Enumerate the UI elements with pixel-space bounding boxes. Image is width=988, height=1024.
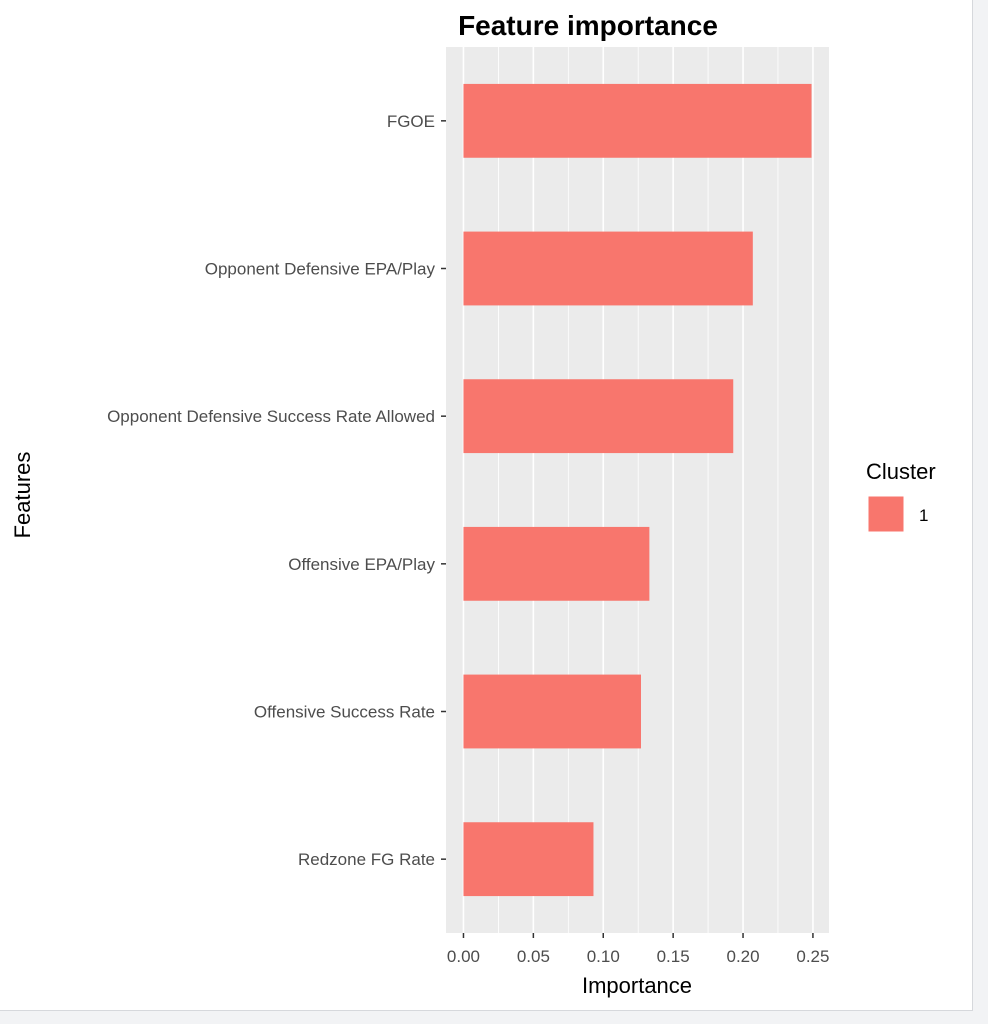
legend: Cluster 1	[866, 459, 936, 533]
y-tick-label: Offensive EPA/Play	[288, 555, 435, 574]
y-axis: FGOE Opponent Defensive EPA/Play Opponent …	[107, 112, 446, 869]
y-tick-label: Offensive Success Rate	[254, 703, 435, 722]
y-tick-label: FGOE	[387, 112, 435, 131]
bars-group	[463, 83, 812, 897]
x-tick-label: 0.10	[587, 947, 620, 966]
bar-4	[463, 526, 650, 601]
plot-panel	[446, 47, 829, 933]
bar-1	[463, 83, 812, 158]
y-axis-title: Features	[10, 452, 35, 539]
bar-2	[463, 231, 753, 306]
x-tick-label: 0.15	[657, 947, 690, 966]
x-tick-label: 0.20	[726, 947, 759, 966]
y-tick-label: Opponent Defensive EPA/Play	[205, 260, 436, 279]
y-tick-label: Opponent Defensive Success Rate Allowed	[107, 407, 435, 426]
x-tick-label: 0.25	[796, 947, 829, 966]
legend-key-swatch	[867, 495, 905, 533]
chart-canvas: Feature importance FGOE Opponent Defensiv…	[10, 10, 936, 998]
legend-title: Cluster	[866, 459, 936, 484]
bar-6	[463, 822, 594, 897]
panel-background	[446, 47, 829, 933]
legend-label: 1	[919, 506, 928, 525]
bar-5	[463, 674, 641, 749]
chart-title: Feature importance	[458, 10, 718, 41]
x-axis-title: Importance	[582, 973, 692, 998]
bar-3	[463, 379, 734, 454]
y-tick-label: Redzone FG Rate	[298, 850, 435, 869]
x-tick-label: 0.05	[517, 947, 550, 966]
x-tick-label: 0.00	[447, 947, 480, 966]
x-axis: 0.00 0.05 0.10 0.15 0.20 0.25	[447, 933, 829, 966]
chart-frame: Feature importance FGOE Opponent Defensiv…	[0, 0, 973, 1011]
